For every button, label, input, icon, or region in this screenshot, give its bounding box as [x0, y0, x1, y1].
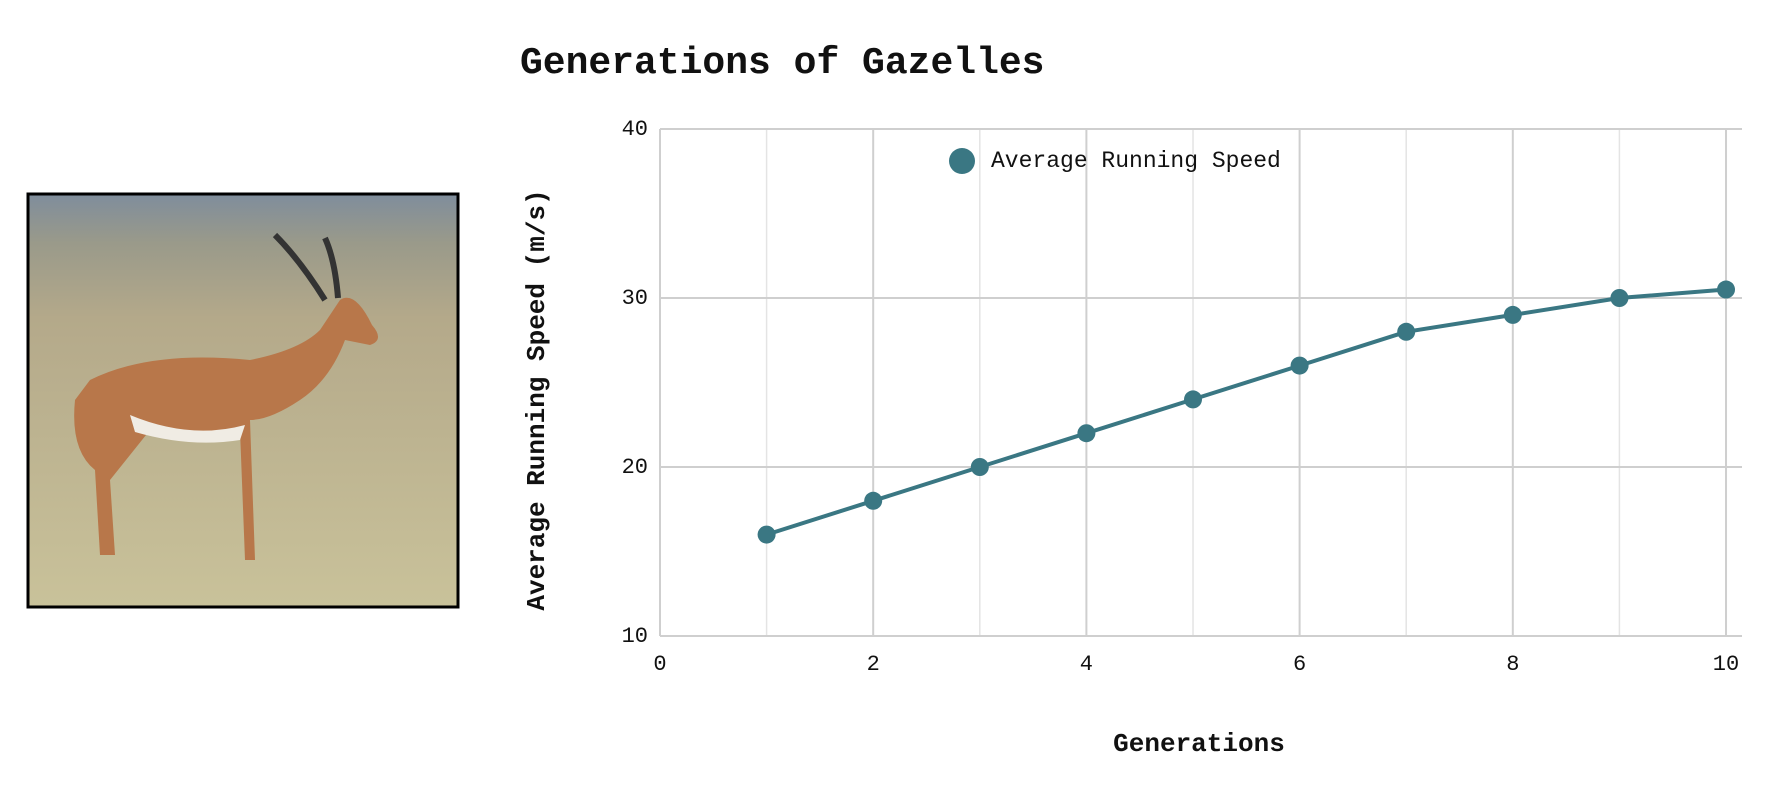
data-point — [1610, 289, 1629, 307]
legend-marker — [949, 148, 975, 174]
x-tick-label: 8 — [1506, 652, 1519, 677]
data-point — [970, 458, 989, 476]
x-tick-label: 6 — [1293, 652, 1306, 677]
data-point — [1077, 424, 1096, 443]
data-point — [757, 525, 776, 544]
x-axis-label: Generations — [1113, 729, 1285, 759]
x-tick-label: 0 — [653, 652, 666, 677]
legend-label: Average Running Speed — [991, 148, 1281, 174]
data-point — [1184, 390, 1203, 409]
data-point — [1290, 356, 1309, 375]
y-tick-label: 10 — [622, 624, 648, 649]
data-point — [864, 491, 883, 510]
x-tick-label: 2 — [867, 652, 880, 677]
y-tick-label: 40 — [622, 117, 648, 142]
data-point — [1717, 280, 1736, 299]
y-tick-label: 30 — [622, 286, 648, 311]
x-tick-label: 4 — [1080, 652, 1093, 677]
data-point — [1503, 305, 1522, 324]
gazelle-photo — [26, 192, 460, 609]
data-point — [1397, 322, 1416, 341]
chart-title: Generations of Gazelles — [520, 42, 1045, 85]
plot-area: 10 20 30 40 0 2 4 6 8 10 Average Running Speed — [622, 117, 1742, 677]
y-axis-label: Average Running Speed (m/s) — [522, 189, 552, 610]
y-tick-label: 20 — [622, 455, 648, 480]
series-line — [765, 287, 1727, 537]
x-tick-label: 10 — [1713, 652, 1739, 677]
